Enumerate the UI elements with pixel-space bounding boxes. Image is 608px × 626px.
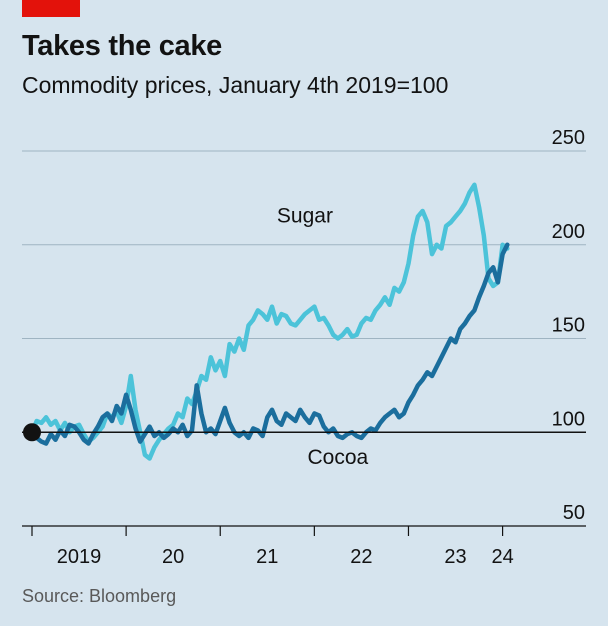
x-tick-label-2021: 21 bbox=[256, 546, 278, 568]
series-label-sugar: Sugar bbox=[277, 204, 333, 227]
x-tick-label-2019: 2019 bbox=[57, 546, 102, 568]
series-line-cocoa bbox=[29, 242, 510, 446]
y-tick-label-50: 50 bbox=[563, 502, 585, 524]
start-point-marker bbox=[23, 423, 41, 442]
y-tick-label-150: 150 bbox=[552, 315, 585, 337]
x-tick-label-2023: 23 bbox=[444, 546, 466, 568]
x-tick-label-2024: 24 bbox=[491, 546, 513, 568]
chart-source: Source: Bloomberg bbox=[22, 586, 177, 606]
y-tick-label-100: 100 bbox=[552, 408, 585, 430]
y-tick-label-200: 200 bbox=[552, 221, 585, 243]
y-tick-label-250: 250 bbox=[552, 127, 585, 149]
series-label-cocoa: Cocoa bbox=[308, 446, 369, 469]
x-tick-label-2020: 20 bbox=[162, 546, 184, 568]
x-tick-label-2022: 22 bbox=[350, 546, 372, 568]
chart-subtitle: Commodity prices, January 4th 2019=100 bbox=[22, 72, 449, 98]
brand-red-tag bbox=[22, 0, 80, 17]
chart-title: Takes the cake bbox=[22, 30, 223, 62]
